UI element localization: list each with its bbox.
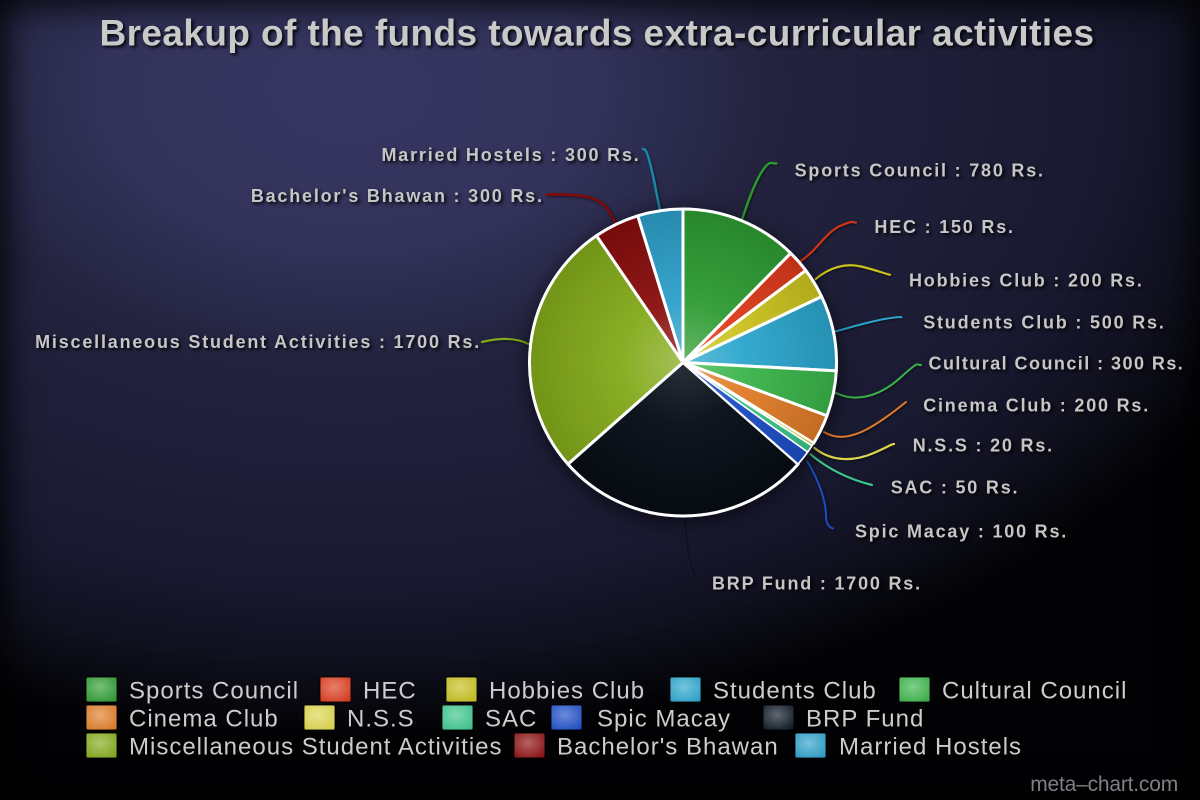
svg-text:BRP Fund : 1700 Rs.: BRP Fund : 1700 Rs. xyxy=(712,574,922,594)
svg-text:HEC : 150 Rs.: HEC : 150 Rs. xyxy=(874,217,1014,237)
svg-text:SAC : 50 Rs.: SAC : 50 Rs. xyxy=(891,478,1020,498)
svg-text:Students Club : 500 Rs.: Students Club : 500 Rs. xyxy=(923,313,1165,333)
svg-text:Sports Council : 780 Rs.: Sports Council : 780 Rs. xyxy=(795,160,1045,180)
svg-text:HEC: HEC xyxy=(363,677,417,704)
svg-text:Cultural Council : 300 Rs.: Cultural Council : 300 Rs. xyxy=(929,354,1185,374)
svg-text:Sports Council: Sports Council xyxy=(129,677,299,704)
svg-text:Miscellaneous Student Activiti: Miscellaneous Student Activities : 1700 … xyxy=(35,332,481,352)
svg-text:Cultural Council: Cultural Council xyxy=(942,677,1127,704)
svg-text:meta–chart.com: meta–chart.com xyxy=(1030,773,1178,796)
svg-text:Miscellaneous Student Activiti: Miscellaneous Student Activities xyxy=(129,733,503,760)
svg-text:Married Hostels : 300 Rs.: Married Hostels : 300 Rs. xyxy=(382,145,641,165)
svg-text:Cinema Club: Cinema Club xyxy=(129,705,279,732)
svg-text:N.S.S : 20 Rs.: N.S.S : 20 Rs. xyxy=(913,436,1054,456)
svg-text:Cinema Club : 200 Rs.: Cinema Club : 200 Rs. xyxy=(923,396,1150,416)
svg-text:Bachelor's Bhawan: Bachelor's Bhawan xyxy=(557,733,779,760)
svg-text:N.S.S: N.S.S xyxy=(347,705,415,732)
svg-text:Married Hostels: Married Hostels xyxy=(839,733,1022,760)
svg-text:Spic Macay: Spic Macay xyxy=(597,705,731,732)
svg-text:Hobbies Club : 200 Rs.: Hobbies Club : 200 Rs. xyxy=(909,271,1144,291)
svg-text:Breakup of the funds towards e: Breakup of the funds towards extra-curri… xyxy=(100,13,1095,54)
svg-text:BRP Fund: BRP Fund xyxy=(806,705,924,732)
svg-text:Bachelor's Bhawan : 300 Rs.: Bachelor's Bhawan : 300 Rs. xyxy=(251,186,544,206)
svg-text:Hobbies Club: Hobbies Club xyxy=(489,677,645,704)
svg-text:Spic Macay : 100 Rs.: Spic Macay : 100 Rs. xyxy=(855,522,1068,542)
svg-text:SAC: SAC xyxy=(485,705,537,732)
svg-text:Students Club: Students Club xyxy=(713,677,877,704)
